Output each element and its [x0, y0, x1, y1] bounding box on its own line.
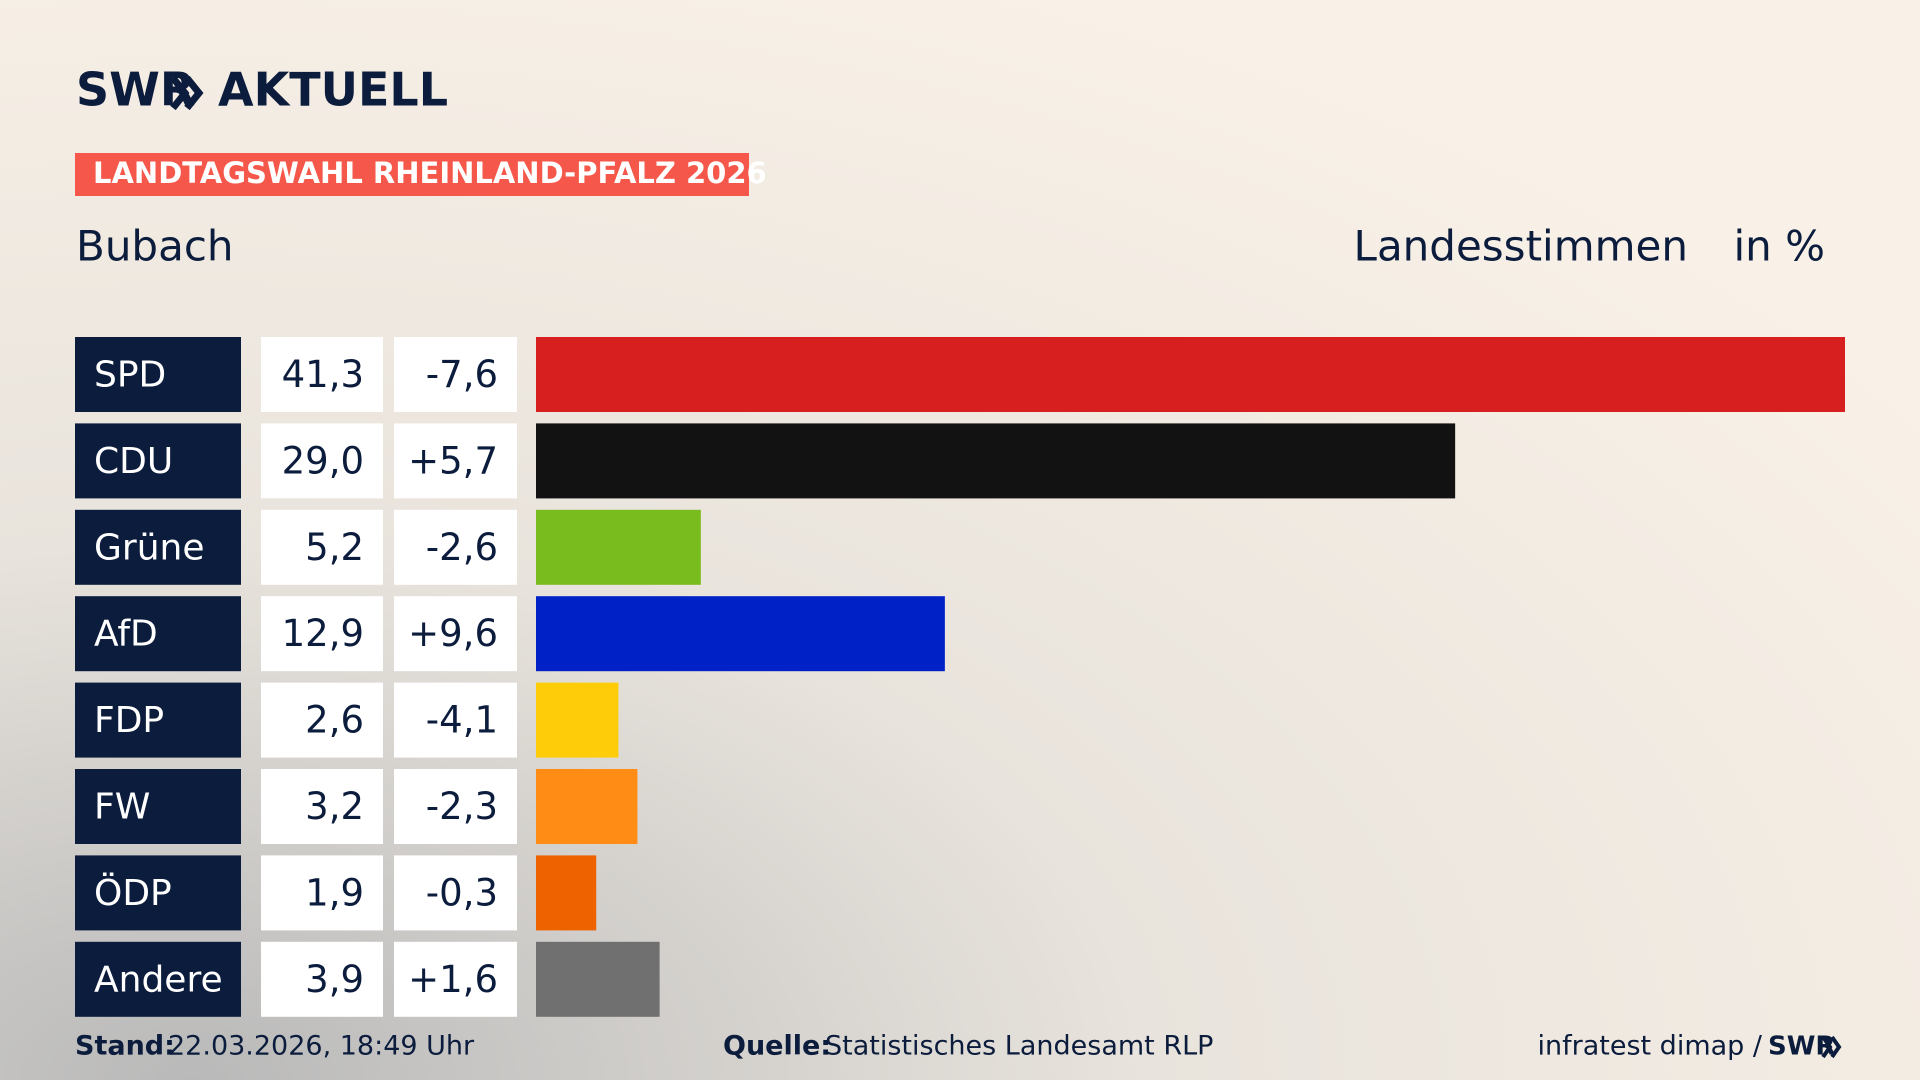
party-box	[75, 337, 241, 412]
value-cell	[261, 337, 383, 412]
party-box	[75, 596, 241, 672]
bar	[536, 682, 619, 758]
credit: infratest dimap /	[1537, 1031, 1762, 1062]
logo-chevrons	[170, 75, 204, 111]
value-cell	[261, 509, 383, 585]
source: Statistisches Landesamt RLP	[825, 1031, 1213, 1062]
banner-bg	[75, 153, 749, 196]
value-cell	[261, 596, 383, 672]
unit-label: in %	[1733, 222, 1825, 271]
change-label: -4,1	[426, 699, 498, 742]
banner: LANDTAGSWAHL RHEINLAND-PFALZ 2026	[93, 156, 767, 190]
value-label: 3,9	[305, 958, 364, 1001]
party-box	[75, 941, 241, 1017]
source-label: Quelle:	[723, 1031, 831, 1062]
party-label: Grüne	[94, 527, 204, 568]
value-label: 41,3	[282, 353, 364, 396]
change-label: -2,3	[426, 785, 498, 828]
logo: SWR	[76, 63, 195, 117]
change-cell	[394, 596, 517, 672]
value-label: 1,9	[305, 871, 364, 914]
party-label: Andere	[94, 959, 223, 1000]
party-box	[75, 509, 241, 585]
value-cell	[261, 769, 383, 844]
change-label: +1,6	[408, 958, 498, 1001]
change-cell	[394, 855, 517, 931]
party-label: SPD	[94, 355, 166, 396]
bar	[536, 769, 638, 844]
party-box	[75, 423, 241, 499]
change-cell	[394, 509, 517, 585]
change-label: -7,6	[426, 353, 498, 396]
stand-label: Stand:	[75, 1031, 175, 1062]
value-label: 5,2	[305, 526, 364, 569]
party-box	[75, 682, 241, 758]
party-box	[75, 769, 241, 844]
bar	[536, 337, 1845, 412]
value-label: 2,6	[305, 699, 364, 742]
value-cell	[261, 423, 383, 499]
value-label: 29,0	[282, 439, 364, 482]
subtitle: Landesstimmen	[1354, 222, 1688, 271]
change-label: +5,7	[408, 439, 498, 482]
bar	[536, 509, 701, 585]
value-cell	[261, 682, 383, 758]
title: Bubach	[76, 222, 234, 271]
change-cell	[394, 769, 517, 844]
party-label: CDU	[94, 441, 173, 482]
party-label: AfD	[94, 614, 158, 655]
credit-chevrons	[1821, 1035, 1842, 1059]
change-label: -2,6	[426, 526, 498, 569]
change-label: -0,3	[426, 871, 498, 914]
value-label: 3,2	[305, 785, 364, 828]
value-cell	[261, 855, 383, 931]
bar	[536, 855, 597, 931]
bar	[536, 596, 945, 672]
logo-title: AKTUELL	[218, 63, 448, 117]
bar	[536, 423, 1456, 499]
party-label: ÖDP	[94, 872, 172, 914]
value-cell	[261, 941, 383, 1017]
bar	[536, 941, 660, 1017]
party-box	[75, 855, 241, 931]
change-cell	[394, 941, 517, 1017]
change-cell	[394, 337, 517, 412]
party-label: FW	[94, 787, 150, 828]
change-cell	[394, 423, 517, 499]
stand: 22.03.2026, 18:49 Uhr	[168, 1031, 475, 1062]
party-label: FDP	[94, 700, 164, 741]
change-label: +9,6	[408, 612, 498, 655]
value-label: 12,9	[282, 612, 364, 655]
change-cell	[394, 682, 517, 758]
